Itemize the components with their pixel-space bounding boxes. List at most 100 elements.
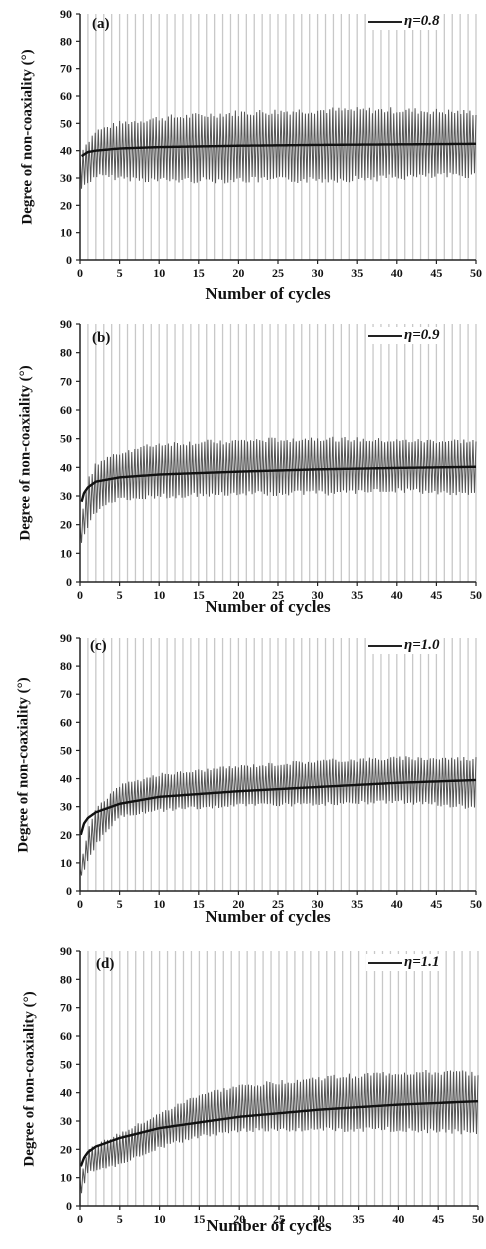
x-tick-label: 20	[233, 1212, 245, 1226]
x-axis-label: Number of cycles	[205, 597, 331, 616]
legend-label: η=1.0	[404, 637, 440, 653]
y-tick-label: 30	[60, 1114, 72, 1128]
legend: η=1.0	[366, 637, 442, 654]
y-tick-label: 50	[60, 116, 72, 130]
y-tick-label: 30	[60, 171, 72, 185]
x-axis-label: Number of cycles	[205, 907, 331, 926]
y-axis-label: Degree of non-coaxiality (°)	[19, 49, 36, 225]
y-tick-label: 80	[60, 346, 72, 360]
legend-line-swatch	[368, 334, 402, 337]
legend-label: η=0.9	[404, 327, 440, 343]
y-tick-label: 90	[60, 317, 72, 331]
y-tick-label: 40	[60, 1086, 72, 1100]
y-tick-label: 80	[60, 972, 72, 986]
cyclic-response-series	[79, 756, 477, 876]
x-tick-label: 30	[312, 266, 324, 280]
y-axis-label: Degree of non-coaxiality (°)	[15, 676, 32, 853]
legend: η=0.9	[366, 327, 442, 344]
y-tick-label: 70	[60, 687, 72, 701]
x-tick-label: 35	[353, 1212, 365, 1226]
y-tick-label: 80	[60, 34, 72, 48]
x-axis-label: Number of cycles	[206, 1216, 332, 1235]
x-tick-label: 40	[391, 588, 403, 602]
x-tick-label: 35	[351, 897, 363, 911]
y-tick-label: 40	[60, 144, 72, 158]
x-tick-label: 10	[153, 266, 165, 280]
panel-label: (c)	[90, 638, 107, 654]
x-tick-label: 5	[117, 1212, 123, 1226]
legend-line-swatch	[368, 644, 402, 647]
x-tick-label: 40	[391, 266, 403, 280]
x-tick-label: 35	[351, 588, 363, 602]
y-tick-label: 60	[60, 403, 72, 417]
chart-svg: 0 10 20 30 40 50 60 70 80 90 0 5 10 15 20 25 30 35 40 45 50	[60, 631, 482, 911]
x-tick-label: 15	[193, 1212, 205, 1226]
y-tick-label: 50	[60, 743, 72, 757]
y-tick-label: 0	[66, 253, 72, 267]
chart-panel-a: 0 10 20 30 40 50 60 70 80 90 0 5 10 15 20 25 30 35 40 45 50 (…	[0, 0, 486, 310]
legend-line-swatch	[368, 961, 402, 964]
x-tick-label: 0	[77, 1212, 83, 1226]
cyclic-response-series	[79, 436, 477, 543]
x-tick-label: 5	[117, 897, 123, 911]
y-tick-label: 90	[60, 631, 72, 645]
y-tick-label: 40	[60, 460, 72, 474]
y-tick-label: 20	[60, 828, 72, 842]
y-tick-label: 20	[60, 198, 72, 212]
y-tick-label: 70	[60, 1001, 72, 1015]
y-tick-label: 10	[60, 226, 72, 240]
y-tick-label: 70	[60, 374, 72, 388]
legend-label: η=0.8	[404, 13, 440, 29]
panel-label: (a)	[92, 16, 110, 32]
y-tick-label: 20	[60, 518, 72, 532]
x-tick-label: 40	[391, 897, 403, 911]
x-tick-label: 50	[470, 266, 482, 280]
cyclic-response-series	[79, 1070, 479, 1194]
x-tick-label: 20	[232, 266, 244, 280]
x-tick-label: 25	[273, 1212, 285, 1226]
x-tick-label: 35	[351, 266, 363, 280]
x-tick-label: 50	[470, 897, 482, 911]
y-tick-label: 90	[60, 944, 72, 958]
y-axis-label: Degree of non-coaxiality (°)	[17, 365, 34, 541]
x-tick-label: 45	[430, 266, 442, 280]
x-tick-label: 10	[153, 897, 165, 911]
x-tick-label: 0	[77, 588, 83, 602]
x-tick-label: 15	[193, 266, 205, 280]
trend-series	[80, 142, 477, 158]
x-tick-label: 45	[430, 897, 442, 911]
y-tick-label: 40	[60, 772, 72, 786]
chart-svg: 0 10 20 30 40 50 60 70 80 90 0 5 10 15 20 25 30 35 40 45 50	[60, 317, 482, 602]
y-tick-label: 0	[66, 575, 72, 589]
trend-series	[79, 778, 477, 836]
chart-svg: 0 10 20 30 40 50 60 70 80 90 0 5 10 15 20 25 30 35 40 45 50	[60, 944, 484, 1226]
x-tick-label: 15	[193, 897, 205, 911]
y-tick-label: 30	[60, 489, 72, 503]
trend-series	[79, 1099, 479, 1167]
x-tick-label: 20	[232, 897, 244, 911]
grid-lines	[87, 951, 479, 1206]
x-tick-label: 15	[193, 588, 205, 602]
x-tick-label: 50	[472, 1212, 484, 1226]
y-tick-label: 0	[66, 1199, 72, 1213]
x-tick-label: 40	[392, 1212, 404, 1226]
y-tick-label: 50	[60, 432, 72, 446]
trend-series	[80, 465, 477, 503]
x-tick-label: 0	[77, 897, 83, 911]
x-tick-label: 25	[272, 266, 284, 280]
x-tick-label: 45	[432, 1212, 444, 1226]
panel-label: (d)	[96, 956, 115, 972]
y-tick-label: 10	[60, 856, 72, 870]
cyclic-response-series	[79, 107, 477, 189]
chart-panel-b: 0 10 20 30 40 50 60 70 80 90 0 5 10 15 20 25 30 35 40 45 50 (…	[0, 310, 486, 628]
x-tick-label: 30	[312, 588, 324, 602]
y-tick-label: 10	[60, 546, 72, 560]
y-tick-label: 10	[60, 1171, 72, 1185]
x-tick-label: 20	[232, 588, 244, 602]
x-tick-label: 30	[313, 1212, 325, 1226]
x-axis-label: Number of cycles	[205, 284, 331, 303]
x-tick-label: 25	[272, 897, 284, 911]
y-tick-label: 80	[60, 659, 72, 673]
y-axis-label: Degree of non-coaxiality (°)	[21, 990, 38, 1167]
x-tick-label: 10	[153, 588, 165, 602]
